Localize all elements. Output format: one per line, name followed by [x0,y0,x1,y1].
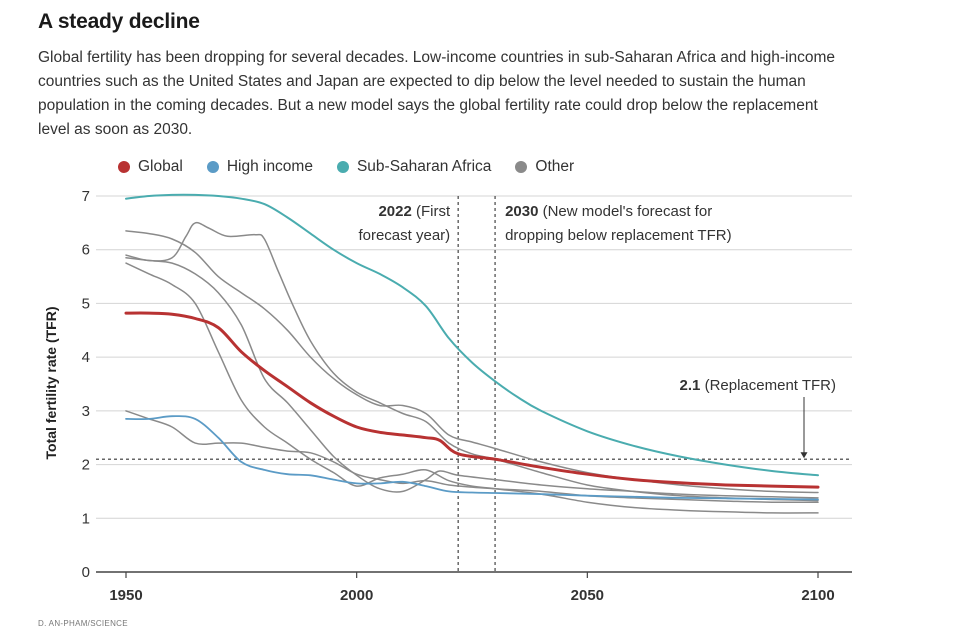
y-tick-label: 6 [82,242,90,259]
replacement-text: (Replacement TFR) [700,377,836,394]
series-group [124,193,820,514]
y-tick-label: 5 [82,295,90,312]
legend-label-high-income: High income [226,158,313,175]
y-tick-label: 1 [82,510,90,527]
legend-item-sub-saharan-africa: Sub-Saharan Africa [336,158,492,176]
marker-label-2030: 2030 (New model's forecast for [505,203,712,220]
marker-label-line2-2030: dropping below replacement TFR) [505,227,732,244]
legend-label-sub-saharan-africa: Sub-Saharan Africa [356,158,492,175]
y-tick-label: 4 [82,349,90,366]
legend-swatch-other [515,161,528,173]
reference-line-group: 2.1 (Replacement TFR) [96,377,852,460]
series-line-other-2 [125,221,819,502]
replacement-arrowhead [800,452,808,459]
marker-text-2030: (New model's forecast for [538,203,712,220]
legend-label-global: Global [138,158,183,175]
marker-text-2022: (First [412,203,451,220]
series-line-sub-saharan-africa-0 [125,193,819,477]
y-axis-label: Total fertility rate (TFR) [43,307,59,460]
marker-year-2030: 2030 [505,203,538,220]
y-tick-label: 3 [82,403,90,420]
legend-swatch-global [118,161,130,173]
legend-swatch-high-income [206,161,219,173]
y-tick-label: 7 [82,188,90,205]
series-line-other-4 [125,262,819,514]
y-tick-label: 2 [82,457,90,474]
chart-title: A steady decline [38,10,200,33]
legend-item-other: Other [515,158,574,176]
x-tick-label: 2000 [340,587,373,604]
series-line-global-7 [124,311,820,489]
replacement-label: 2.1 (Replacement TFR) [680,377,836,394]
legend-item-global: Global [118,158,183,176]
legend-label-other: Other [535,158,575,175]
marker-year-2022: 2022 [378,203,411,220]
legend-item-high-income: High income [206,158,313,176]
x-tick-label: 1950 [109,587,142,604]
vertical-markers: 2022 (First forecast year) 2030 (New model… [358,196,732,572]
y-tick-label: 0 [82,564,90,581]
legend-swatch-sub-saharan-africa [336,161,349,173]
x-tick-label: 2100 [801,587,834,604]
replacement-value: 2.1 [680,377,701,394]
marker-label-2022: 2022 (First [378,203,451,220]
y-axis-ticks: 0 1 2 3 4 5 6 7 [82,188,90,581]
series-line-high-income-6 [125,415,819,501]
x-tick-label: 2050 [571,587,604,604]
x-axis-ticks: 1950 2000 2050 2100 [109,572,835,604]
chart-subtitle: Global fertility has been dropping for s… [38,49,835,138]
marker-label-line2-2022: forecast year) [358,227,450,244]
legend: Global High income Sub-Saharan Africa Ot… [118,158,574,176]
credit: D. AN-PHAM/SCIENCE [38,619,128,628]
series-line-other-3 [125,257,819,499]
